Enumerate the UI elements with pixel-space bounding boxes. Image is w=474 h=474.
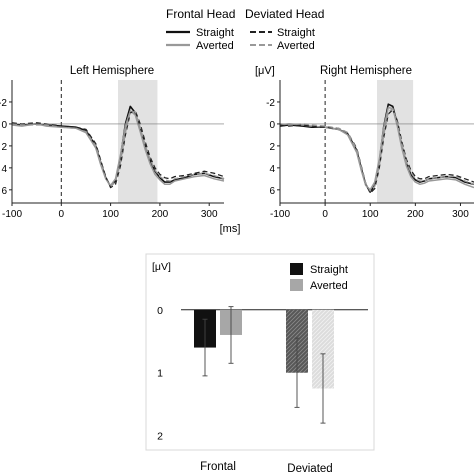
y-tick-label: 6 — [269, 186, 275, 197]
series-line-deviated-averted — [11, 111, 225, 188]
bar-legend-label-averted: Averted — [310, 280, 348, 292]
legend-group-title-frontal: Frontal Head — [166, 7, 235, 21]
top-legend: Frontal Head Deviated Head Straight Aver… — [166, 7, 324, 52]
x-tick-label: 0 — [59, 209, 65, 220]
y-tick-label: 6 — [1, 186, 7, 197]
bar-y-axis-unit: [μV] — [152, 261, 171, 273]
y-tick-label: 4 — [269, 164, 275, 175]
bar-category-deviated: Deviated — [287, 463, 332, 474]
legend-label-deviated-straight: Straight — [277, 27, 315, 39]
bar-legend: Straight Averted — [290, 263, 348, 292]
x-tick-label: 300 — [452, 209, 469, 220]
bar-y-tick-label: 1 — [157, 368, 163, 380]
legend-label-frontal-straight: Straight — [196, 27, 234, 39]
bar-averted-deviated — [312, 309, 334, 389]
bar-y-tick-label: 0 — [157, 305, 163, 317]
bar-category-frontal: Frontal — [200, 461, 236, 473]
legend-label-frontal-averted: Averted — [196, 40, 234, 52]
bar-legend-swatch-averted — [290, 279, 303, 291]
bar-panel-frame — [145, 253, 375, 451]
y-tick-label: 4 — [1, 164, 7, 175]
y-tick-label: 0 — [269, 120, 275, 131]
x-tick-label: 300 — [201, 209, 218, 220]
y-tick-label: 0 — [1, 120, 7, 131]
x-tick-label: -100 — [270, 209, 290, 220]
bar-y-tick-label: 2 — [157, 431, 163, 443]
x-axis-label: [ms] — [220, 223, 241, 235]
y-tick-label: -2 — [266, 98, 275, 109]
x-tick-label: -100 — [2, 209, 22, 220]
right-hemisphere-panel: Right Hemisphere [μV] -2 0 2 4 6 -100 0 100 200 3… — [255, 65, 474, 220]
y-tick-label: 2 — [1, 142, 7, 153]
x-tick-label: 100 — [102, 209, 119, 220]
left-hemisphere-panel: Left Hemisphere -2 0 2 4 6 -100 0 100 200 300 [ms… — [0, 65, 240, 235]
legend-group-title-deviated: Deviated Head — [245, 7, 324, 21]
series-line-deviated-straight — [11, 110, 225, 189]
right-panel-title: Right Hemisphere — [320, 65, 412, 77]
y-tick-label: -2 — [0, 98, 7, 109]
x-tick-label: 200 — [152, 209, 169, 220]
bar-panel: [μV] Straight Averted 0 1 2 Frontal Deviat… — [145, 253, 375, 474]
x-tick-label: 100 — [362, 209, 379, 220]
legend-label-deviated-averted: Averted — [277, 40, 315, 52]
bar-legend-label-straight: Straight — [310, 264, 348, 276]
x-tick-label: 0 — [322, 209, 328, 220]
y-tick-label: 2 — [269, 142, 275, 153]
series-line-frontal-averted — [279, 106, 474, 191]
right-y-axis-unit: [μV] — [255, 65, 275, 77]
left-panel-title: Left Hemisphere — [70, 65, 154, 77]
x-tick-label: 200 — [407, 209, 424, 220]
bar-legend-swatch-straight — [290, 263, 303, 275]
